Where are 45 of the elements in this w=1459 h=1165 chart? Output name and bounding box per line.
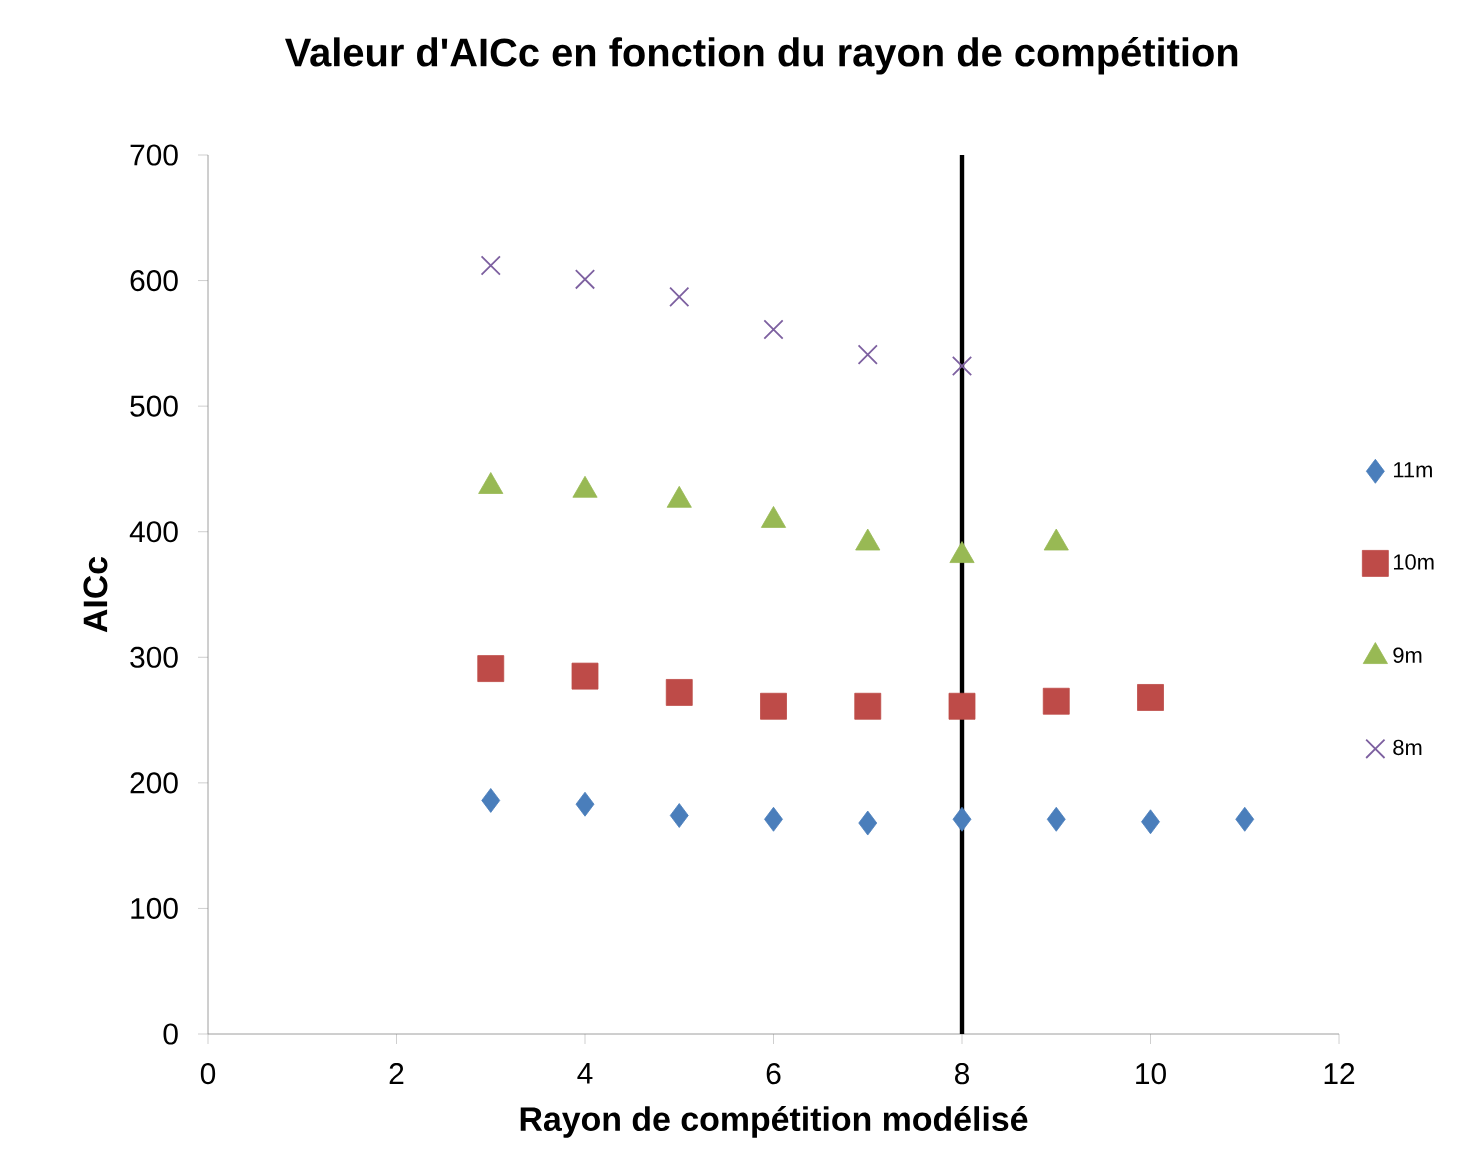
y-axis-title: AICc [83, 556, 108, 633]
y-tick-label: 300 [130, 646, 178, 668]
x-tick-label: 12 [1324, 1063, 1355, 1084]
y-tick-label: 100 [131, 897, 178, 919]
y-tick-label: 200 [130, 772, 178, 794]
x-tick-label: 6 [766, 1063, 781, 1085]
point [480, 255, 501, 276]
point [571, 662, 599, 690]
x-tick-label: 10 [1136, 1063, 1166, 1085]
point [952, 806, 972, 832]
point [948, 692, 976, 720]
point [1137, 684, 1164, 711]
x-tick-label: 2 [389, 1063, 404, 1084]
legend-label: 8m [1393, 739, 1422, 756]
point [665, 679, 693, 706]
y-tick-label: 400 [129, 521, 178, 543]
point [669, 803, 689, 828]
point [669, 286, 690, 307]
y-tick-label: 0 [163, 1023, 178, 1045]
chart-title: Valeur d'AICc en fonction du rayon de compétition [285, 36, 1238, 75]
point [854, 692, 882, 720]
point [1042, 687, 1070, 715]
x-tick-label: 4 [577, 1063, 593, 1084]
point [1235, 806, 1255, 832]
y-tick-label: 700 [130, 144, 178, 166]
point [574, 269, 596, 290]
point [1046, 806, 1066, 832]
point [1141, 809, 1160, 835]
point [477, 655, 505, 682]
point [760, 692, 787, 720]
point [858, 810, 878, 836]
legend-label: 10m [1394, 554, 1434, 570]
y-tick-label: 600 [130, 269, 178, 292]
x-axis-title: Rayon de compétition modélisé [520, 1105, 1028, 1138]
point [575, 791, 595, 817]
y-tick-label: 500 [130, 395, 178, 417]
point [763, 319, 784, 340]
x-tick-label: 0 [200, 1063, 216, 1085]
x-tick-label: 8 [955, 1063, 970, 1085]
legend-label: 9m [1393, 647, 1422, 663]
legend-label: 11m [1394, 462, 1432, 478]
point [764, 806, 783, 832]
point [857, 344, 878, 365]
point [951, 355, 973, 377]
point [481, 788, 501, 813]
